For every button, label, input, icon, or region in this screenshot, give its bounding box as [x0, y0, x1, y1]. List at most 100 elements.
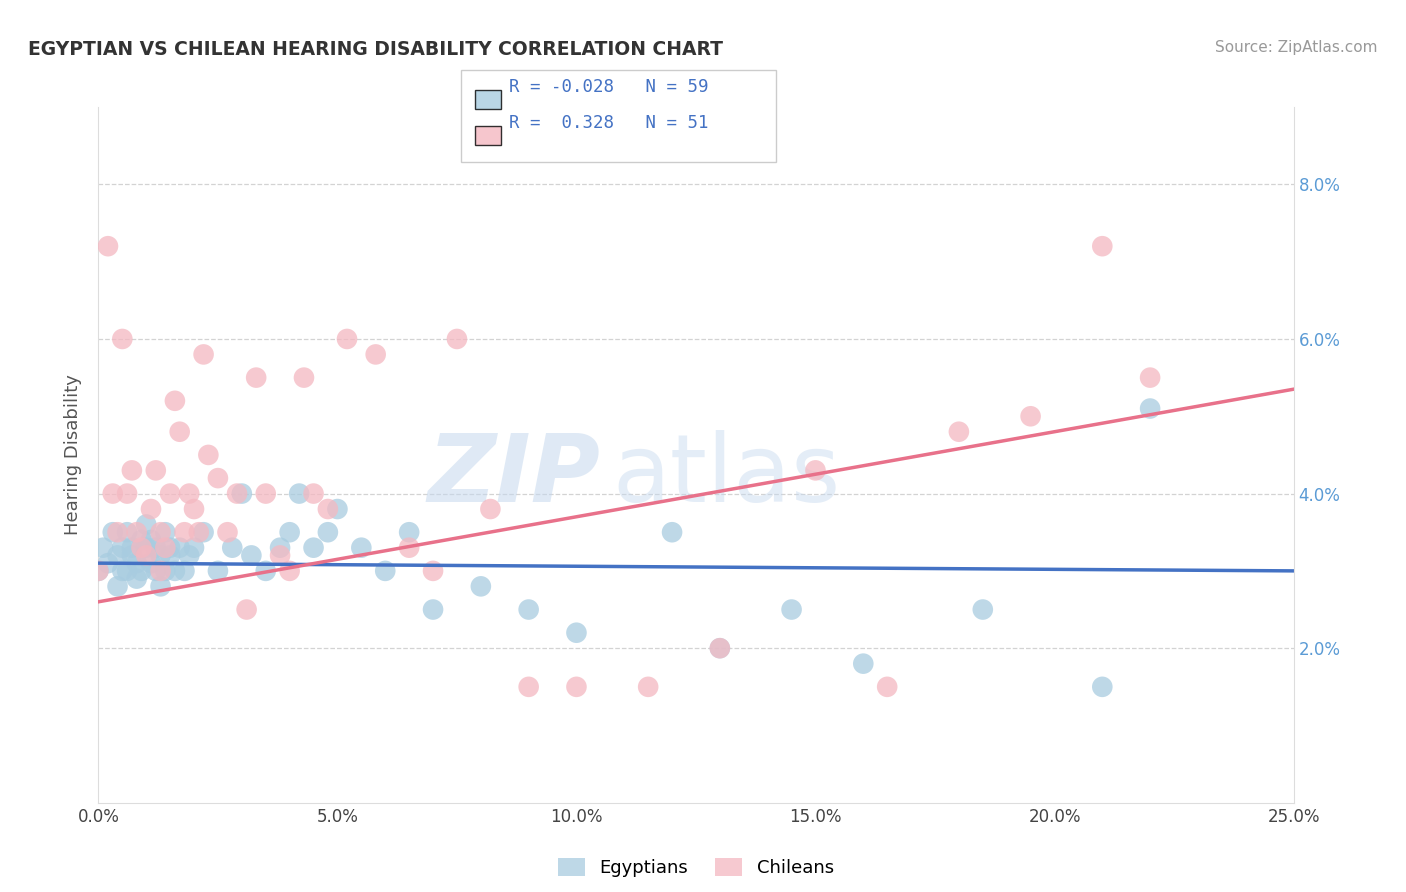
Point: [91, 541, 114, 555]
Point: [254, 564, 277, 578]
Text: R = -0.028   N = 59: R = -0.028 N = 59: [509, 78, 709, 96]
Point: [422, 602, 444, 616]
Point: [183, 541, 205, 555]
Legend: Egyptians, Chileans: Egyptians, Chileans: [551, 850, 841, 884]
Point: [316, 502, 339, 516]
Text: atlas: atlas: [613, 430, 841, 522]
Point: [364, 347, 387, 361]
Point: [125, 556, 148, 570]
Point: [101, 486, 124, 500]
Point: [235, 602, 257, 616]
Point: [302, 541, 325, 555]
Point: [149, 549, 172, 563]
Point: [479, 502, 502, 516]
Text: Source: ZipAtlas.com: Source: ZipAtlas.com: [1215, 40, 1378, 55]
Point: [139, 533, 162, 547]
Point: [336, 332, 359, 346]
Point: [111, 332, 134, 346]
Point: [1091, 239, 1114, 253]
Point: [111, 541, 134, 555]
Point: [107, 579, 129, 593]
Point: [207, 564, 229, 578]
Point: [1139, 370, 1161, 384]
Point: [179, 486, 201, 500]
Point: [115, 564, 138, 578]
Point: [193, 347, 215, 361]
Point: [97, 556, 120, 570]
Point: [121, 541, 143, 555]
Point: [135, 517, 157, 532]
Point: [517, 680, 540, 694]
Point: [709, 641, 731, 656]
Point: [139, 556, 162, 570]
Point: [972, 602, 994, 616]
Point: [121, 463, 143, 477]
Point: [446, 332, 468, 346]
Point: [207, 471, 229, 485]
Point: [115, 486, 138, 500]
Point: [163, 564, 186, 578]
Point: [111, 564, 134, 578]
Point: [125, 525, 148, 540]
Point: [155, 525, 177, 540]
Y-axis label: Hearing Disability: Hearing Disability: [65, 375, 83, 535]
Point: [173, 525, 195, 540]
Point: [245, 370, 267, 384]
Point: [159, 541, 181, 555]
Point: [661, 525, 683, 540]
Point: [1139, 401, 1161, 416]
Point: [565, 680, 588, 694]
Point: [121, 549, 143, 563]
Point: [149, 564, 172, 578]
Point: [87, 564, 110, 578]
Point: [155, 541, 177, 555]
Point: [145, 463, 167, 477]
Point: [292, 370, 315, 384]
Point: [804, 463, 827, 477]
Point: [948, 425, 970, 439]
Point: [107, 549, 129, 563]
Point: [565, 625, 588, 640]
Point: [422, 564, 444, 578]
Point: [101, 525, 124, 540]
Point: [302, 486, 325, 500]
Point: [149, 579, 172, 593]
Point: [240, 549, 263, 563]
Point: [169, 541, 191, 555]
Point: [254, 486, 277, 500]
Point: [97, 239, 120, 253]
Point: [183, 502, 205, 516]
Point: [149, 525, 172, 540]
Point: [231, 486, 253, 500]
Point: [470, 579, 492, 593]
Point: [187, 525, 209, 540]
Point: [131, 533, 153, 547]
Point: [193, 525, 215, 540]
Text: ZIP: ZIP: [427, 430, 600, 522]
Point: [709, 641, 731, 656]
Point: [398, 541, 420, 555]
Point: [316, 525, 339, 540]
Point: [1091, 680, 1114, 694]
Point: [139, 502, 162, 516]
Point: [217, 525, 239, 540]
Point: [637, 680, 659, 694]
Point: [326, 502, 349, 516]
Point: [269, 549, 291, 563]
Point: [169, 425, 191, 439]
Point: [374, 564, 396, 578]
Point: [115, 525, 138, 540]
Point: [278, 525, 301, 540]
Point: [852, 657, 875, 671]
Point: [226, 486, 249, 500]
Point: [350, 541, 373, 555]
Point: [159, 549, 181, 563]
Point: [278, 564, 301, 578]
Point: [131, 564, 153, 578]
Point: [87, 564, 110, 578]
Point: [135, 541, 157, 555]
Point: [780, 602, 803, 616]
Point: [288, 486, 311, 500]
Point: [221, 541, 243, 555]
Point: [145, 564, 167, 578]
